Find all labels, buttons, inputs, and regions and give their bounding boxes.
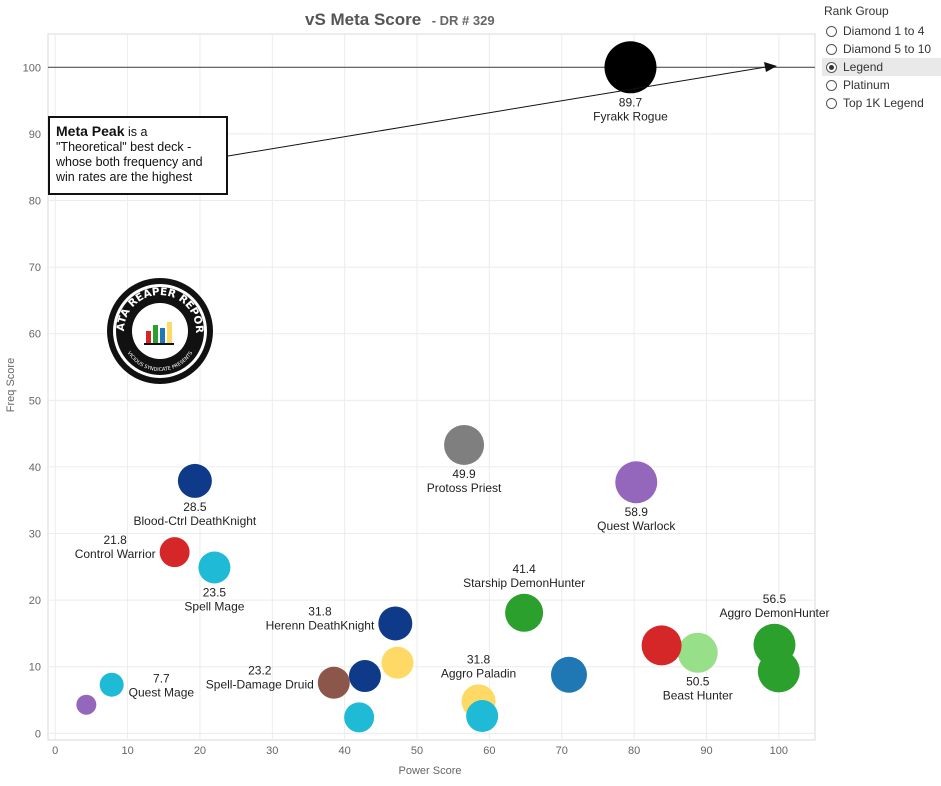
point-score-label: 41.4 (512, 562, 536, 576)
point-name-label: Quest Mage (129, 686, 195, 700)
y-tick-label: 20 (29, 595, 41, 607)
data-reaper-logo: DATA REAPER REPORT VICIOUS SYNDICATE PRE… (107, 278, 213, 384)
radio-icon[interactable] (826, 79, 837, 91)
chart-title: vS Meta Score - DR # 329 (305, 10, 495, 29)
x-tick-label: 20 (194, 745, 206, 757)
y-tick-label: 80 (29, 196, 41, 208)
point-name-label: Spell-Damage Druid (206, 678, 314, 692)
y-tick-label: 70 (29, 262, 41, 274)
data-points (76, 41, 800, 733)
data-point (466, 700, 499, 733)
y-tick-label: 90 (29, 129, 41, 141)
point-score-label: 56.5 (763, 592, 787, 606)
point-name-label: Blood-Ctrl DeathKnight (134, 514, 257, 528)
axis-ticks: 0 10 20 30 40 50 60 70 80 90 100 0 10 20 30 40 50 60 70 80 9… (23, 62, 788, 757)
rank-option-top-1k-legend[interactable]: Top 1K Legend (822, 94, 941, 112)
annotation-bold: Meta Peak (56, 123, 125, 139)
rank-option-label: Diamond 1 to 4 (843, 24, 925, 38)
y-tick-label: 0 (35, 728, 41, 740)
point-score-label: 28.5 (183, 500, 207, 514)
rank-option-label: Diamond 5 to 10 (843, 42, 932, 56)
x-tick-label: 60 (483, 745, 495, 757)
x-tick-label: 70 (556, 745, 568, 757)
data-point (505, 593, 544, 632)
data-point (677, 632, 718, 673)
x-tick-label: 100 (770, 745, 788, 757)
x-tick-label: 90 (700, 745, 712, 757)
data-point (99, 672, 124, 697)
radio-icon[interactable] (826, 25, 837, 37)
data-point (550, 656, 587, 693)
point-score-label: 21.8 (103, 533, 127, 547)
y-tick-label: 50 (29, 395, 41, 407)
rank-option-diamond-5-to-10[interactable]: Diamond 5 to 10 (822, 40, 941, 58)
radio-icon[interactable] (826, 97, 837, 109)
point-score-label: 49.9 (452, 467, 476, 481)
annotation-arrow (227, 62, 777, 157)
point-score-label: 31.8 (467, 652, 491, 666)
point-name-label: Control Warrior (75, 547, 156, 561)
point-name-label: Quest Warlock (597, 519, 676, 533)
rank-option-label: Top 1K Legend (843, 96, 924, 110)
meta-peak-annotation: Meta Peak is a "Theoretical" best deck -… (48, 116, 228, 195)
x-tick-label: 0 (52, 745, 58, 757)
data-point (198, 551, 231, 584)
point-name-label: Starship DemonHunter (463, 576, 585, 590)
data-point (159, 537, 190, 568)
rank-group-title: Rank Group (824, 4, 889, 18)
y-tick-label: 40 (29, 462, 41, 474)
point-score-label: 23.2 (248, 664, 272, 678)
data-point (641, 625, 682, 666)
point-name-label: Aggro Paladin (441, 666, 516, 680)
point-score-label: 89.7 (619, 95, 643, 109)
point-name-label: Beast Hunter (663, 689, 733, 703)
data-point (348, 660, 381, 693)
rank-option-legend[interactable]: Legend (822, 58, 941, 76)
point-name-label: Protoss Priest (427, 481, 502, 495)
data-point (344, 702, 375, 733)
point-score-label: 23.5 (203, 585, 227, 599)
rank-option-label: Legend (843, 60, 884, 74)
chart-title-main: vS Meta Score (305, 10, 421, 29)
plot-frame (47, 33, 816, 741)
point-score-label: 31.8 (308, 604, 332, 618)
x-tick-label: 30 (266, 745, 278, 757)
chart-subtitle: - DR # 329 (432, 13, 495, 28)
y-axis-label: Freq Score (5, 358, 17, 412)
annotation-text: is a "Theoretical" best deck - whose bot… (56, 125, 203, 184)
y-tick-label: 30 (29, 529, 41, 541)
data-point (444, 424, 485, 465)
data-point (615, 461, 658, 504)
data-point (381, 646, 414, 679)
x-tick-label: 80 (628, 745, 640, 757)
point-name-label: Aggro DemonHunter (719, 606, 829, 620)
y-tick-label: 100 (23, 62, 41, 74)
data-point (378, 606, 413, 641)
data-point (757, 650, 800, 693)
x-tick-label: 10 (121, 745, 133, 757)
y-tick-label: 60 (29, 329, 41, 341)
point-score-label: 7.7 (153, 672, 170, 686)
x-tick-label: 50 (411, 745, 423, 757)
data-point (177, 463, 212, 498)
rank-group-filter: Rank Group Diamond 1 to 4 Diamond 5 to 10… (822, 2, 941, 112)
x-tick-label: 40 (339, 745, 351, 757)
data-point (317, 666, 350, 699)
radio-icon[interactable] (826, 61, 837, 73)
point-name-label: Fyrakk Rogue (593, 109, 668, 123)
rank-option-label: Platinum (843, 78, 890, 92)
y-tick-label: 10 (29, 662, 41, 674)
data-point (604, 41, 657, 94)
point-name-label: Spell Mage (184, 599, 244, 613)
rank-option-platinum[interactable]: Platinum (822, 76, 941, 94)
point-score-label: 58.9 (625, 505, 649, 519)
x-axis-label: Power Score (399, 765, 462, 777)
point-name-label: Herenn DeathKnight (266, 618, 375, 632)
point-score-label: 50.5 (686, 675, 710, 689)
rank-option-diamond-1-to-4[interactable]: Diamond 1 to 4 (822, 22, 941, 40)
data-point (76, 694, 97, 715)
radio-icon[interactable] (826, 43, 837, 55)
